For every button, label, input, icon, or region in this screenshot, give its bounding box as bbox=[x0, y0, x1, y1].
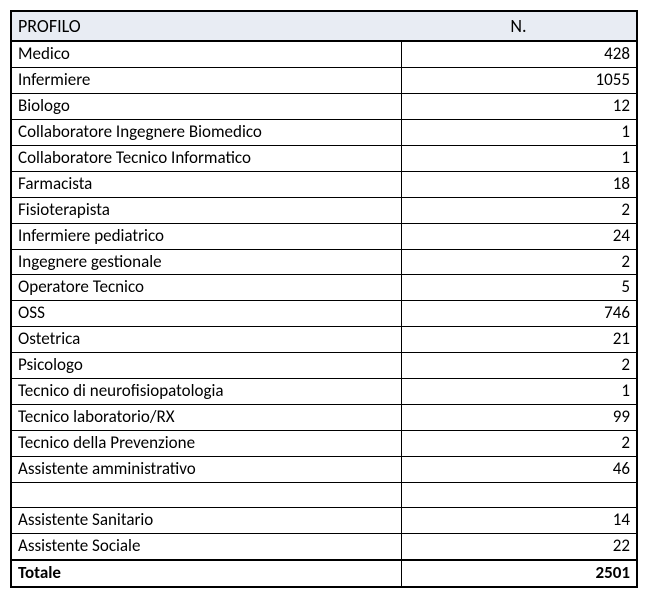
table-row-label: Tecnico laboratorio/RX bbox=[11, 405, 401, 431]
table-row-value: 46 bbox=[401, 457, 637, 483]
table-row-value: 99 bbox=[401, 405, 637, 431]
table-row-label: Assistente Sanitario bbox=[11, 507, 401, 533]
table-row-value: 14 bbox=[401, 507, 637, 533]
table-row-value: 21 bbox=[401, 327, 637, 353]
table-row-label: OSS bbox=[11, 301, 401, 327]
table-row-blank bbox=[401, 482, 637, 507]
table-row-value: 2 bbox=[401, 431, 637, 457]
table-row-label: Collaboratore Tecnico Informatico bbox=[11, 145, 401, 171]
table-row-label: Psicologo bbox=[11, 353, 401, 379]
table-row-label: Tecnico della Prevenzione bbox=[11, 431, 401, 457]
table-row-label: Ingegnere gestionale bbox=[11, 249, 401, 275]
table-row-value: 1 bbox=[401, 379, 637, 405]
table-row-value: 1055 bbox=[401, 67, 637, 93]
table-row-value: 2 bbox=[401, 249, 637, 275]
table-row-value: 2 bbox=[401, 197, 637, 223]
table-row-value: 1 bbox=[401, 145, 637, 171]
table-row-value: 24 bbox=[401, 223, 637, 249]
table-row-blank bbox=[11, 482, 401, 507]
table-row-label: Collaboratore Ingegnere Biomedico bbox=[11, 119, 401, 145]
total-value: 2501 bbox=[401, 560, 637, 587]
table-row-label: Assistente amministrativo bbox=[11, 457, 401, 483]
table-row-label: Tecnico di neurofisiopatologia bbox=[11, 379, 401, 405]
table-row-label: Fisioterapista bbox=[11, 197, 401, 223]
profilo-table: PROFILO N. Medico428Infermiere1055Biolog… bbox=[10, 10, 638, 588]
table-row-label: Operatore Tecnico bbox=[11, 275, 401, 301]
table-row-label: Medico bbox=[11, 41, 401, 67]
table-row-label: Biologo bbox=[11, 93, 401, 119]
table-row-label: Farmacista bbox=[11, 171, 401, 197]
table-row-value: 428 bbox=[401, 41, 637, 67]
table-row-label: Infermiere pediatrico bbox=[11, 223, 401, 249]
table-row-value: 1 bbox=[401, 119, 637, 145]
table-row-value: 5 bbox=[401, 275, 637, 301]
table-row-value: 22 bbox=[401, 533, 637, 559]
table-row-value: 2 bbox=[401, 353, 637, 379]
col-header-profilo: PROFILO bbox=[11, 11, 401, 41]
total-label: Totale bbox=[11, 560, 401, 587]
col-header-n: N. bbox=[401, 11, 637, 41]
table-row-label: Ostetrica bbox=[11, 327, 401, 353]
table-row-label: Assistente Sociale bbox=[11, 533, 401, 559]
table-row-value: 18 bbox=[401, 171, 637, 197]
table-row-value: 746 bbox=[401, 301, 637, 327]
table-row-label: Infermiere bbox=[11, 67, 401, 93]
table-row-value: 12 bbox=[401, 93, 637, 119]
